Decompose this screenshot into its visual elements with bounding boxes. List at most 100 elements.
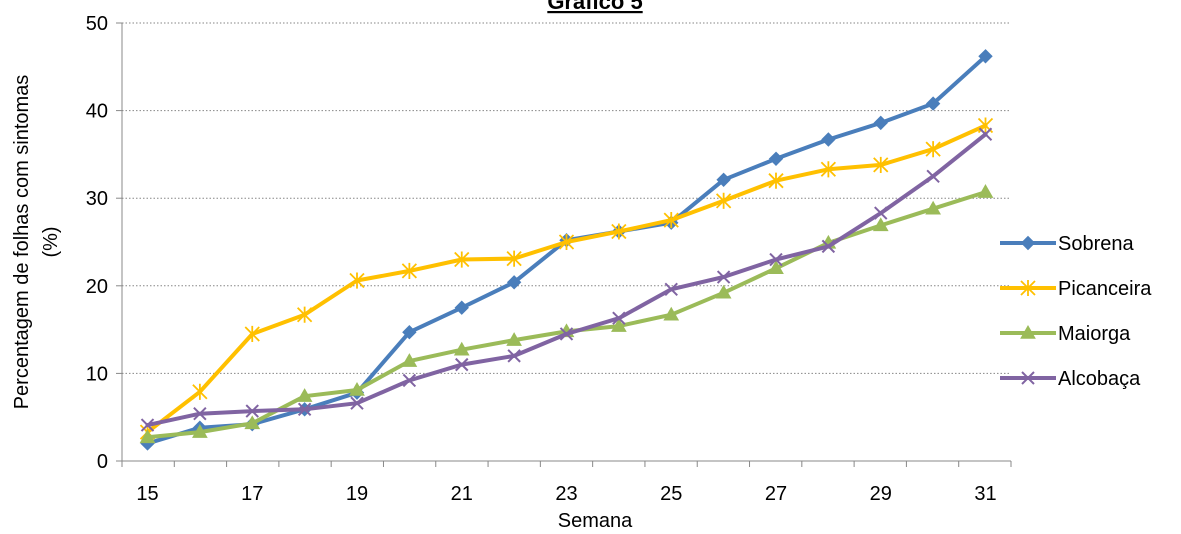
series-line-alcobaca [145, 132, 988, 428]
data-point-maiorga [872, 217, 889, 232]
data-point-picanceira [715, 192, 732, 209]
data-point-sobrena [821, 132, 836, 147]
data-point-alcobaca [664, 282, 678, 297]
data-point-picanceira [663, 212, 679, 229]
gridlines [122, 22, 1011, 374]
y-tick-label: 20 [86, 276, 108, 298]
legend-label-sobrena: Sobrena [1058, 233, 1134, 255]
data-point-maiorga [192, 424, 208, 438]
x-tick-label: 27 [765, 483, 787, 505]
series-line-picanceira [145, 123, 988, 435]
data-point-maiorga [715, 284, 732, 299]
x-tick-label: 29 [870, 483, 892, 505]
data-point-picanceira [925, 141, 941, 158]
data-point-maiorga [977, 184, 994, 198]
series-lines [139, 49, 994, 451]
legend-label-alcobaca: Alcobaça [1058, 368, 1141, 390]
y-tick-label: 30 [86, 188, 108, 210]
legend-item-maiorga: Maiorga [1000, 323, 1131, 345]
series-picanceira [139, 117, 994, 441]
data-point-picanceira [873, 156, 889, 173]
x-tick-label: 31 [974, 483, 996, 505]
data-point-maiorga [611, 318, 627, 332]
data-point-alcobaca [402, 373, 417, 388]
data-point-alcobaca [978, 127, 993, 141]
legend-marker-maiorga [1020, 324, 1036, 339]
data-point-sobrena [978, 49, 993, 64]
data-point-picanceira [296, 306, 313, 323]
data-point-maiorga [506, 332, 522, 346]
data-point-sobrena [454, 300, 469, 315]
data-point-alcobaca [297, 402, 312, 417]
data-point-sobrena [873, 115, 888, 131]
y-axis-title-line-1: Percentagem de folhas com sintomas [11, 75, 33, 410]
data-point-picanceira [820, 161, 837, 178]
data-point-maiorga [768, 260, 784, 275]
x-tick-label: 17 [241, 483, 263, 505]
data-point-alcobaca [455, 357, 469, 372]
data-point-picanceira [558, 233, 575, 251]
x-tick-label: 15 [136, 483, 158, 505]
x-axis-title: Semana [558, 510, 633, 529]
data-point-maiorga [453, 341, 470, 356]
data-point-alcobaca [926, 169, 940, 184]
data-point-alcobaca [612, 311, 626, 325]
data-point-picanceira [192, 383, 208, 400]
data-point-alcobaca [350, 396, 364, 410]
data-point-maiorga [401, 353, 418, 367]
data-point-maiorga [139, 429, 156, 444]
data-point-alcobaca [874, 206, 888, 220]
data-point-picanceira [401, 262, 418, 279]
legend: Sobrena Picanceira Maiorga Alcobaça [1000, 233, 1152, 390]
series-alcobaca [140, 127, 993, 432]
legend-item-picanceira: Picanceira [1000, 278, 1152, 300]
data-point-alcobaca [821, 239, 836, 254]
axes [121, 23, 1011, 462]
data-point-alcobaca [140, 418, 155, 432]
data-point-sobrena [506, 275, 522, 290]
data-point-sobrena [768, 151, 784, 166]
data-point-picanceira [506, 250, 522, 267]
legend-item-sobrena: Sobrena [1000, 233, 1134, 255]
data-point-picanceira [977, 117, 994, 134]
axis-ticks: 0 10 20 30 40 50 15 17 19 21 23 25 27 29 31 [86, 13, 1012, 505]
data-point-alcobaca [245, 404, 259, 418]
legend-label-picanceira: Picanceira [1058, 278, 1152, 300]
data-point-sobrena [716, 172, 731, 188]
legend-marker-picanceira [1020, 279, 1036, 297]
legend-marker-sobrena [1020, 235, 1036, 251]
data-point-picanceira [768, 172, 784, 189]
data-point-picanceira [454, 251, 470, 268]
data-point-maiorga [349, 382, 365, 396]
legend-label-maiorga: Maiorga [1058, 323, 1131, 345]
data-point-maiorga [296, 388, 313, 402]
data-point-sobrena [925, 96, 941, 111]
data-point-alcobaca [193, 406, 207, 421]
data-point-alcobaca [507, 349, 521, 363]
x-tick-label: 21 [451, 483, 473, 505]
y-tick-label: 10 [86, 363, 108, 385]
x-tick-label: 19 [346, 483, 368, 505]
data-point-alcobaca [716, 270, 731, 284]
legend-marker-alcobaca [1021, 371, 1035, 385]
x-tick-label: 25 [660, 483, 682, 505]
y-axis-title-line-2: (%) [40, 226, 62, 257]
data-point-picanceira [349, 272, 365, 289]
data-point-alcobaca [559, 327, 574, 341]
chart-title: Gráfico 5 [547, 0, 642, 14]
data-point-sobrena [402, 325, 417, 340]
legend-item-alcobaca: Alcobaça [1000, 368, 1141, 390]
series-line-maiorga [145, 190, 988, 440]
data-point-maiorga [244, 415, 261, 430]
y-tick-label: 50 [86, 13, 108, 35]
x-tick-label: 23 [555, 483, 577, 505]
y-tick-label: 0 [97, 451, 108, 473]
data-point-picanceira [611, 223, 627, 240]
data-point-maiorga [663, 306, 680, 321]
data-point-maiorga [925, 200, 941, 215]
data-point-alcobaca [769, 252, 783, 267]
y-tick-label: 40 [86, 101, 108, 123]
data-point-picanceira [244, 325, 260, 343]
